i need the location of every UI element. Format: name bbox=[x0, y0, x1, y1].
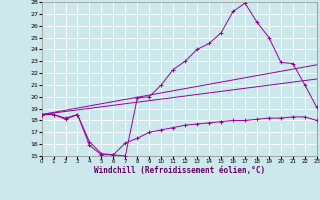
X-axis label: Windchill (Refroidissement éolien,°C): Windchill (Refroidissement éolien,°C) bbox=[94, 166, 265, 175]
